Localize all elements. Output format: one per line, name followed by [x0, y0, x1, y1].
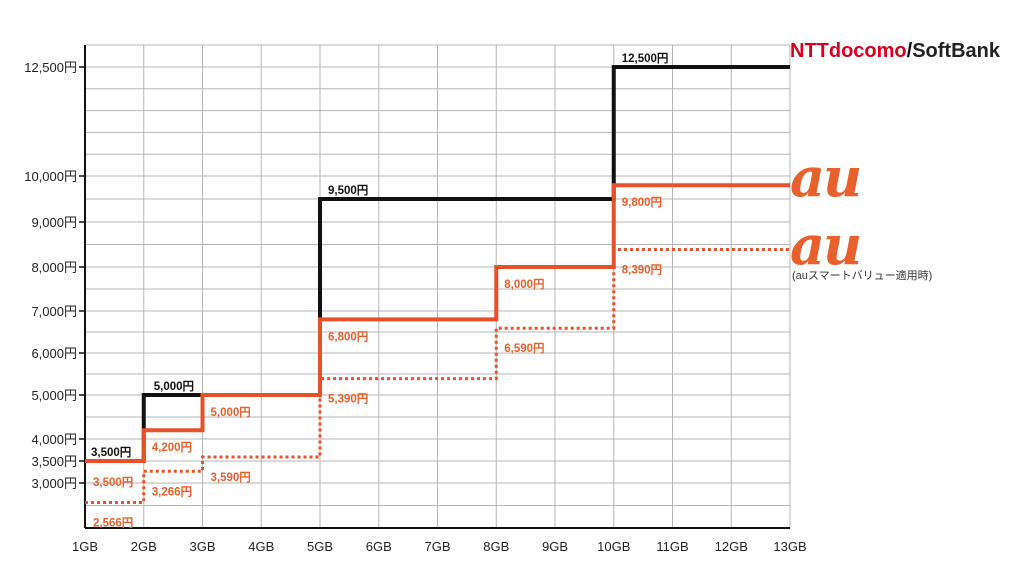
legend-slash: /	[906, 40, 913, 62]
y-tick-label: 6,000円	[31, 346, 77, 361]
x-tick-label: 6GB	[366, 539, 392, 554]
data-label-docomo_softbank: 12,500円	[622, 52, 669, 65]
y-tick-label: 5,000円	[31, 388, 77, 403]
data-label-au_smart_value: 6,590円	[504, 342, 544, 355]
legend-au-smart-value-note: (auスマートバリュー適用時)	[792, 270, 933, 282]
series-line-au_smart_value	[85, 247, 790, 505]
y-tick-label: 7,000円	[31, 304, 77, 319]
x-tick-label: 9GB	[542, 539, 568, 554]
x-tick-label: 11GB	[656, 539, 688, 554]
data-label-docomo_softbank: 3,500円	[91, 446, 131, 459]
x-tick-label: 7GB	[424, 539, 450, 554]
x-tick-label: 5GB	[307, 539, 333, 554]
data-label-docomo_softbank: 9,500円	[328, 184, 368, 197]
data-label-au_smart_value: 2,566円	[93, 517, 133, 530]
x-tick-label: 13GB	[773, 539, 806, 554]
y-tick-label: 8,000円	[31, 260, 77, 275]
y-tick-label: 3,000円	[31, 476, 77, 491]
x-tick-label: 8GB	[483, 539, 509, 554]
data-label-au: 4,200円	[152, 441, 192, 454]
x-tick-label: 2GB	[131, 539, 157, 554]
legend-au-smart-value-logo: au	[790, 213, 862, 277]
legend-docomo-label: NTTdocomo	[790, 40, 907, 62]
data-label-au: 6,800円	[328, 330, 368, 343]
y-tick-label: 12,500円	[24, 60, 77, 75]
legend-docomo-softbank: NTTdocomo/SoftBank	[790, 40, 1000, 63]
x-tick-label: 4GB	[248, 539, 274, 554]
series-line-au	[85, 183, 790, 463]
data-label-au: 8,000円	[504, 278, 544, 291]
x-tick-label: 12GB	[715, 539, 748, 554]
data-label-au_smart_value: 5,390円	[328, 393, 368, 406]
x-tick-label: 10GB	[597, 539, 630, 554]
data-label-au_smart_value: 3,266円	[152, 485, 192, 498]
legend-softbank-label: SoftBank	[912, 40, 1001, 62]
data-label-au_smart_value: 8,390円	[622, 263, 662, 276]
legend-au-logo: au	[790, 145, 862, 209]
y-tick-label: 3,500円	[31, 454, 77, 469]
data-label-docomo_softbank: 5,000円	[154, 380, 194, 393]
x-tick-label: 3GB	[189, 539, 215, 554]
y-tick-label: 4,000円	[31, 432, 77, 447]
data-label-au: 9,800円	[622, 196, 662, 209]
data-label-au: 3,500円	[93, 476, 133, 489]
data-label-au: 5,000円	[211, 406, 251, 419]
y-tick-label: 10,000円	[24, 169, 77, 184]
y-tick-label: 9,000円	[31, 215, 77, 230]
x-tick-label: 1GB	[72, 539, 98, 554]
data-label-au_smart_value: 3,590円	[211, 471, 251, 484]
